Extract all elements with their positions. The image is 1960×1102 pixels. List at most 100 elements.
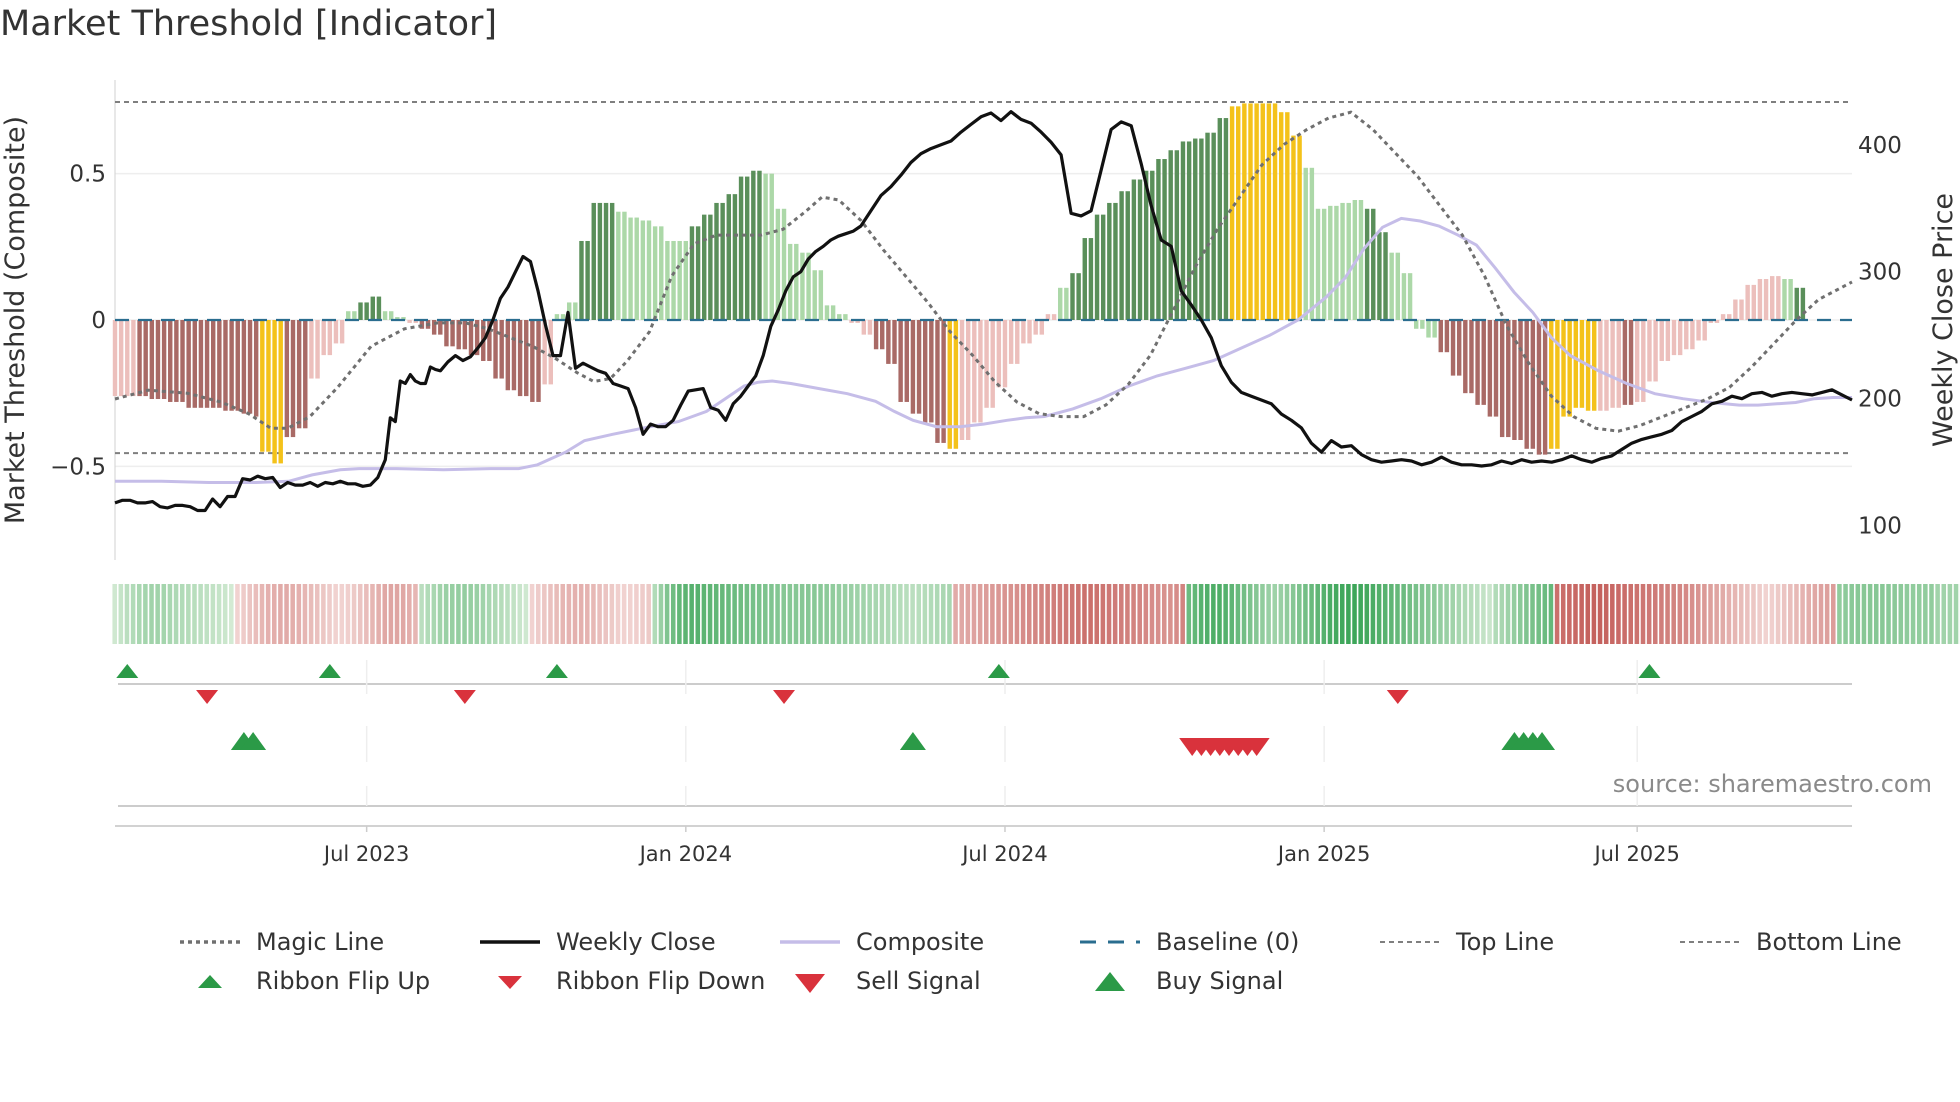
composite-bar <box>652 226 658 320</box>
ribbon-cell <box>1511 584 1517 644</box>
ribbon-cell <box>1892 584 1897 644</box>
ribbon-cell <box>173 584 179 644</box>
ribbon-cell <box>1180 584 1185 644</box>
composite-bar <box>1027 320 1032 344</box>
composite-bar <box>1039 320 1045 335</box>
composite-bar <box>1254 103 1259 320</box>
ribbon-cell <box>1192 584 1198 644</box>
ribbon-cell <box>1524 584 1529 644</box>
composite-bar <box>388 311 394 320</box>
composite-bar <box>1549 320 1554 449</box>
composite-bar <box>560 314 566 320</box>
ribbon-cell <box>290 584 295 644</box>
ribbon-cell <box>787 584 793 644</box>
ribbon-cell <box>707 584 713 644</box>
ribbon-cell <box>155 584 160 644</box>
ribbon-cell <box>1315 584 1320 644</box>
composite-bar <box>683 240 689 320</box>
ribbon-cell <box>1033 584 1038 644</box>
ribbon-cell <box>891 584 897 644</box>
ribbon-cell <box>1155 584 1161 644</box>
ribbon-cell <box>1585 584 1591 644</box>
ribbon-cell <box>302 584 308 644</box>
ribbon-cell <box>1646 584 1652 644</box>
composite-bar <box>266 320 271 452</box>
ribbon-cell <box>548 584 553 644</box>
composite-bar <box>1389 252 1394 320</box>
legend-label: Bottom Line <box>1756 928 1902 956</box>
left-tick-label: −0.5 <box>50 454 106 480</box>
composite-bar <box>585 240 590 320</box>
ribbon-cell <box>456 584 461 644</box>
ribbon-cell <box>1738 584 1744 644</box>
ribbon-cell <box>419 584 424 644</box>
ribbon-cell <box>941 584 946 644</box>
right-tick-label: 400 <box>1858 133 1902 159</box>
ribbon-cell <box>222 584 228 644</box>
ribbon-cell <box>474 584 480 644</box>
composite-bar <box>1015 320 1020 364</box>
composite-bar <box>1315 208 1321 320</box>
ribbon-cell <box>1843 584 1848 644</box>
composite-bar <box>1727 314 1732 320</box>
ribbon-cell <box>799 584 805 644</box>
ribbon-cell <box>1143 584 1149 644</box>
composite-bar <box>622 211 627 320</box>
composite-bar <box>1260 103 1265 320</box>
composite-bar <box>1377 232 1382 320</box>
ribbon-cell <box>308 584 314 644</box>
composite-bar <box>137 320 142 397</box>
ribbon-cell <box>1659 584 1664 644</box>
ribbon-cell <box>413 584 418 644</box>
composite-bar <box>744 176 750 320</box>
ribbon-cell <box>904 584 909 644</box>
composite-bar <box>1352 200 1358 320</box>
composite-bar <box>1156 159 1161 320</box>
ribbon-cell <box>1088 584 1093 644</box>
ribbon-cell <box>1149 584 1155 644</box>
ribbon-cell <box>1063 584 1069 644</box>
composite-bar <box>186 320 191 408</box>
composite-bar <box>628 217 633 320</box>
ribbon-cell <box>1873 584 1879 644</box>
y-axis-right-title: Weekly Close Price <box>1928 193 1959 447</box>
ribbon-cell <box>738 584 744 644</box>
ribbon-cell <box>1432 584 1437 644</box>
composite-bar <box>1487 320 1493 417</box>
composite-bar <box>1076 273 1081 320</box>
composite-bar <box>775 208 781 320</box>
composite-bar <box>1082 238 1087 320</box>
composite-bar <box>824 305 830 320</box>
ribbon-cell <box>953 584 958 644</box>
ribbon-cell <box>1204 584 1210 644</box>
composite-bar <box>1763 279 1769 320</box>
ribbon-flip-up-marker <box>545 664 568 678</box>
composite-bar <box>155 320 161 400</box>
composite-bar <box>726 194 731 320</box>
composite-bar <box>315 320 320 379</box>
composite-bar <box>1199 138 1204 320</box>
composite-bar <box>1579 320 1585 408</box>
ribbon-cell <box>204 584 210 644</box>
composite-bar <box>1303 167 1308 320</box>
composite-bar <box>1358 200 1364 320</box>
ribbon-cell <box>689 584 694 644</box>
ribbon-cell <box>1401 584 1406 644</box>
composite-bar <box>1438 320 1443 353</box>
ribbon-cell <box>1640 584 1646 644</box>
composite-bar <box>1702 320 1707 341</box>
composite-bar <box>1708 320 1714 323</box>
composite-bar <box>849 320 854 323</box>
composite-bar <box>487 320 492 361</box>
ribbon-cell <box>1757 584 1762 644</box>
composite-bar <box>1647 320 1652 382</box>
ribbon-cell <box>1235 584 1241 644</box>
legend-item-buy: Buy Signal <box>1078 964 1283 998</box>
ribbon-cell <box>996 584 1001 644</box>
ribbon-cell <box>296 584 302 644</box>
composite-bar <box>1045 314 1051 320</box>
ribbon-cell <box>1174 584 1179 644</box>
ribbon-cell <box>143 584 148 644</box>
ribbon-cell <box>542 584 547 644</box>
ribbon-cell <box>216 584 222 644</box>
